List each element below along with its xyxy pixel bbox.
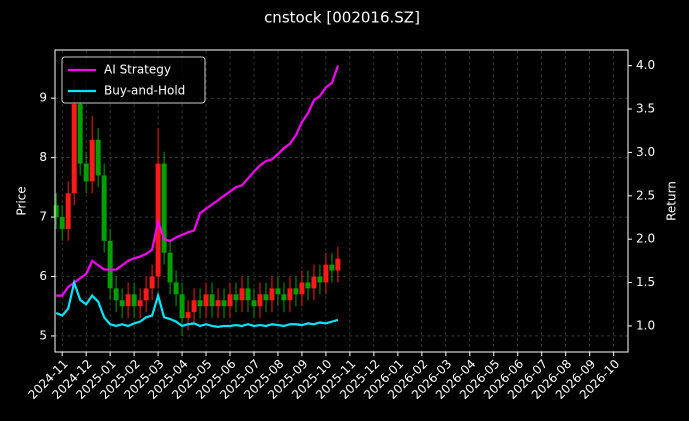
y2-tick-label: 3.5 <box>636 102 655 116</box>
candle-body <box>329 264 335 271</box>
candle-body <box>77 104 83 164</box>
candle-body <box>191 300 197 313</box>
candle-body <box>293 288 299 295</box>
candle-body <box>125 294 131 307</box>
candle-body <box>83 163 89 182</box>
candle-body <box>143 288 149 301</box>
candle-body <box>161 163 167 253</box>
candle-body <box>185 312 191 319</box>
candle-body <box>287 288 293 301</box>
y-axis-label: Price <box>15 186 29 215</box>
y2-tick-label: 1.5 <box>636 275 655 289</box>
candle-body <box>335 258 341 271</box>
candle-body <box>71 104 77 194</box>
candle-body <box>59 217 65 229</box>
candle-body <box>149 276 155 289</box>
y2-axis-label: Return <box>665 181 679 221</box>
candle-body <box>281 294 287 301</box>
y-tick-label: 7 <box>39 210 47 224</box>
candle-body <box>131 294 137 307</box>
legend-box <box>61 56 206 104</box>
candle-body <box>251 300 257 307</box>
y2-tick-label: 2.5 <box>636 188 655 202</box>
candle-body <box>305 282 311 289</box>
candle-body <box>197 300 203 307</box>
y-tick-label: 9 <box>39 91 47 105</box>
candle-body <box>263 294 269 301</box>
candle-body <box>167 252 173 283</box>
candle-body <box>257 294 263 307</box>
y2-tick-label: 4.0 <box>636 58 655 72</box>
return-line <box>55 278 339 328</box>
legend-label: Buy-and-Hold <box>104 84 185 98</box>
chart-title: cnstock [002016.SZ] <box>264 9 420 27</box>
candle-body <box>317 276 323 283</box>
y-tick-label: 6 <box>39 269 47 283</box>
candle-body <box>95 139 101 176</box>
candle-body <box>107 240 113 289</box>
candle-body <box>311 276 317 289</box>
candle-body <box>53 205 59 218</box>
candle-body <box>299 282 305 295</box>
candle-body <box>89 139 95 182</box>
candle-body <box>275 288 281 295</box>
y2-tick-label: 3.0 <box>636 145 655 159</box>
y-tick-label: 5 <box>39 328 47 342</box>
candle-body <box>221 300 227 307</box>
candle-body <box>233 294 239 301</box>
y2-tick-label: 2.0 <box>636 232 655 246</box>
y2-tick-label: 1.0 <box>636 318 655 332</box>
candle-body <box>269 288 275 301</box>
candle-body <box>137 300 143 307</box>
candle-body <box>215 300 221 307</box>
candle-body <box>209 294 215 307</box>
candle-body <box>179 294 185 319</box>
return-line <box>56 65 339 297</box>
candle-body <box>203 294 209 307</box>
candle-body <box>119 300 125 307</box>
candle-body <box>245 288 251 301</box>
candle-body <box>323 264 329 283</box>
y-tick-label: 8 <box>39 150 47 164</box>
plot-frame <box>54 49 629 353</box>
candle-body <box>227 294 233 307</box>
candle-body <box>113 288 119 301</box>
candle-body <box>173 282 179 295</box>
candle-body <box>101 175 107 241</box>
legend-label: AI Strategy <box>104 63 171 77</box>
candle-body <box>65 193 71 229</box>
candle-body <box>239 288 245 301</box>
